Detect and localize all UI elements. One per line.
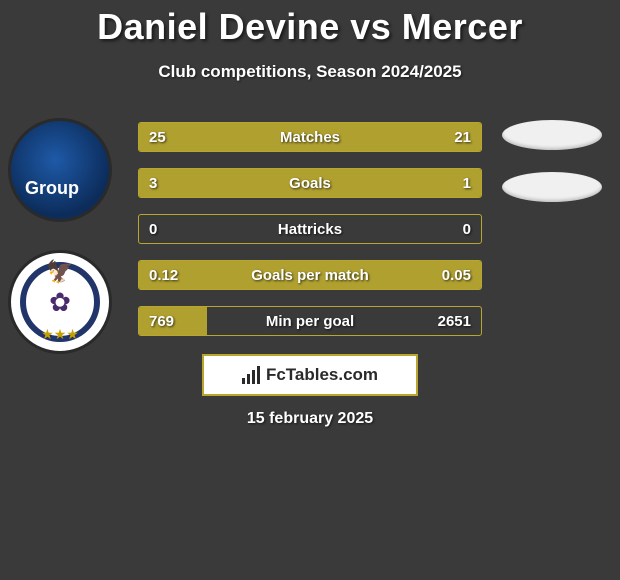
- brand-box[interactable]: FcTables.com: [202, 354, 418, 396]
- stats-table: 2521Matches 31Goals 00Hattricks 0.120.05Goa…: [138, 122, 482, 336]
- stat-row: 00Hattricks: [138, 214, 482, 244]
- crest-stars-icon: ★★★: [41, 326, 79, 343]
- stat-label: Matches: [139, 129, 481, 146]
- stat-label: Goals per match: [139, 267, 481, 284]
- stat-row: 31Goals: [138, 168, 482, 198]
- decor-ellipse: [502, 172, 602, 202]
- crest-bird-icon: 🦅: [46, 259, 73, 285]
- player-left-avatar: Group: [8, 118, 112, 222]
- right-decor-ellipses: [502, 120, 602, 202]
- stat-row: 7692651Min per goal: [138, 306, 482, 336]
- decor-ellipse: [502, 120, 602, 150]
- page-subtitle: Club competitions, Season 2024/2025: [0, 62, 620, 82]
- footer-date: 15 february 2025: [0, 410, 620, 428]
- page-title: Daniel Devine vs Mercer: [0, 0, 620, 48]
- brand-bars-icon: [242, 366, 260, 384]
- stat-row: 2521Matches: [138, 122, 482, 152]
- player-right-avatar: 🦅 ✿ ★★★: [8, 250, 112, 354]
- stat-label: Min per goal: [139, 313, 481, 330]
- player-avatars: Group 🦅 ✿ ★★★: [0, 118, 112, 354]
- stat-row: 0.120.05Goals per match: [138, 260, 482, 290]
- stat-label: Goals: [139, 175, 481, 192]
- player-left-badge-text: Group: [25, 178, 79, 199]
- stat-label: Hattricks: [139, 221, 481, 238]
- brand-text: FcTables.com: [266, 365, 378, 385]
- comparison-card: Daniel Devine vs Mercer Club competition…: [0, 0, 620, 580]
